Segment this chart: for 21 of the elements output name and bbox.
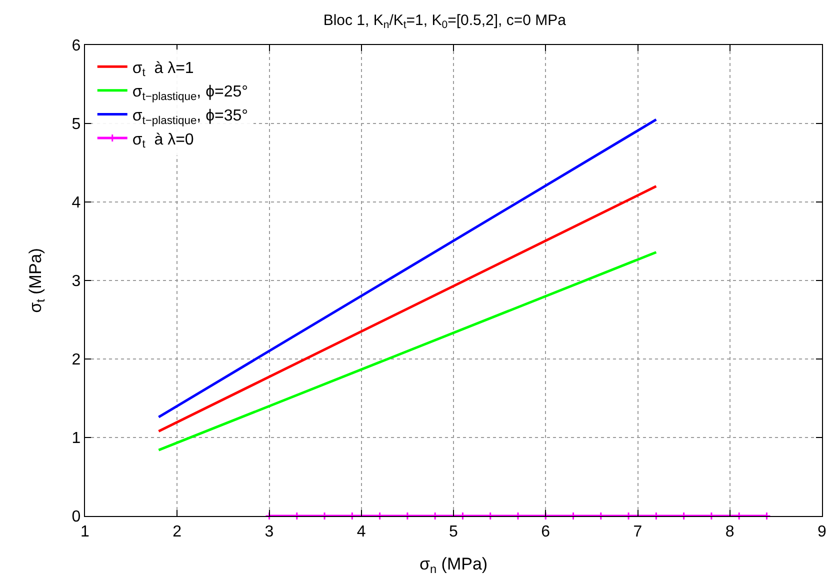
y-tick-label: 4 bbox=[72, 194, 81, 212]
x-tick-label: 7 bbox=[633, 523, 642, 540]
legend-label: σ$_{t−plastique}$, ϕ=25° bbox=[132, 84, 248, 104]
x-tick-label: 4 bbox=[356, 523, 366, 540]
y-tick-label: 6 bbox=[72, 38, 81, 55]
legend-label: σ$_{t}$ à λ=0 bbox=[132, 131, 194, 151]
x-tick-label: 5 bbox=[449, 523, 458, 540]
y-tick-label: 3 bbox=[72, 273, 81, 290]
y-tick-label: 2 bbox=[72, 352, 81, 369]
y-tick-label: 5 bbox=[72, 116, 81, 134]
x-tick-label: 2 bbox=[172, 523, 182, 540]
y-tick-label: 0 bbox=[72, 508, 81, 526]
chart-title: Bloc 1, K$_{n}$/K$_{t}$=1, K$_{0}$=[0.5,2], c=0 MPa bbox=[323, 12, 567, 32]
x-tick-label: 6 bbox=[541, 523, 550, 540]
x-tick-label: 9 bbox=[818, 523, 827, 540]
x-tick-label: 3 bbox=[264, 523, 274, 540]
legend-label: σ$_{t−plastique}$, ϕ=35° bbox=[132, 107, 248, 127]
y-tick-label: 1 bbox=[72, 430, 81, 448]
x-tick-label: 8 bbox=[725, 523, 734, 540]
x-axis-title: σ$_{n}$ (MPa) bbox=[419, 554, 488, 576]
legend-label: σ$_{t}$ à λ=1 bbox=[132, 60, 194, 80]
